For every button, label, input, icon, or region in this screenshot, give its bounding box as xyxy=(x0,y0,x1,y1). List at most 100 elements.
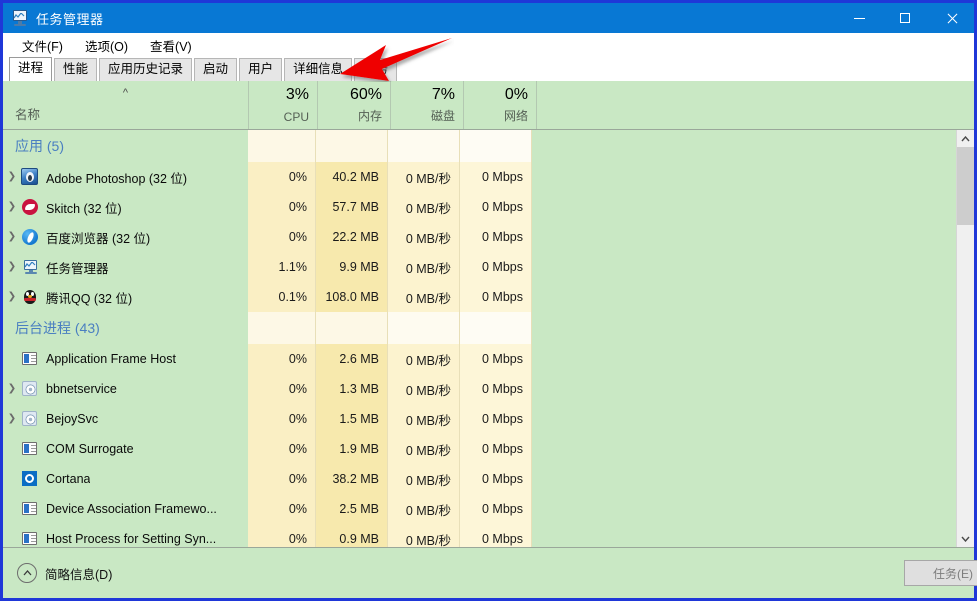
window-controls xyxy=(836,3,974,33)
tab-services[interactable]: 服务 xyxy=(354,58,398,81)
maximize-button[interactable] xyxy=(882,3,928,33)
process-name-cell: Host Process for Setting Syn... xyxy=(3,524,248,547)
column-header-disk[interactable]: 7% 磁盘 xyxy=(391,81,464,129)
process-name-label: Adobe Photoshop (32 位) xyxy=(46,171,188,186)
process-row[interactable]: Host Process for Setting Syn... 0% 0.9 MB 0… xyxy=(3,524,956,547)
group-header-row[interactable]: 后台进程 (43) xyxy=(3,312,956,344)
process-disk-cell: 0 MB/秒 xyxy=(388,494,460,524)
column-header-cpu[interactable]: 3% CPU xyxy=(249,81,318,129)
column-label-memory: 内存 xyxy=(357,109,382,123)
column-header-network[interactable]: 0% 网络 xyxy=(464,81,537,129)
process-filler-cell xyxy=(532,374,956,404)
group-label: 应用 (5) xyxy=(15,138,64,154)
column-label-name: 名称 xyxy=(15,108,41,122)
process-row[interactable]: ❯ Skitch (32 位) 0% 57.7 MB 0 MB/秒 0 Mbps xyxy=(3,192,956,222)
process-cpu-cell: 0% xyxy=(248,524,316,547)
process-row[interactable]: Cortana 0% 38.2 MB 0 MB/秒 0 Mbps xyxy=(3,464,956,494)
process-disk-cell: 0 MB/秒 xyxy=(388,222,460,252)
scrollbar-track[interactable] xyxy=(957,147,974,530)
process-memory-cell: 2.5 MB xyxy=(316,494,388,524)
process-memory-cell: 22.2 MB xyxy=(316,222,388,252)
process-name-label: Skitch (32 位) xyxy=(46,201,122,216)
fewer-details-button[interactable]: 简略信息(D) xyxy=(17,563,112,583)
process-network-cell: 0 Mbps xyxy=(460,374,532,404)
expand-chevron-icon[interactable]: ❯ xyxy=(7,201,17,212)
process-memory-cell: 9.9 MB xyxy=(316,252,388,282)
process-network-cell: 0 Mbps xyxy=(460,192,532,222)
process-row[interactable]: Application Frame Host 0% 2.6 MB 0 MB/秒 0 Mb… xyxy=(3,344,956,374)
group-name-cell: 应用 (5) xyxy=(3,130,248,162)
expand-chevron-icon[interactable]: ❯ xyxy=(7,171,17,182)
process-name-cell: ❯ bbnetservice xyxy=(3,374,248,404)
process-row[interactable]: ❯ BejoySvc 0% 1.5 MB 0 MB/秒 0 Mbps xyxy=(3,404,956,434)
tab-app-history[interactable]: 应用历史记录 xyxy=(99,58,193,81)
expand-chevron-icon[interactable]: ❯ xyxy=(7,291,17,302)
process-cpu-cell: 0% xyxy=(248,162,316,192)
process-filler-cell xyxy=(532,252,956,282)
end-task-label: 任务(E) xyxy=(933,566,973,581)
process-row[interactable]: ❯ bbnetservice 0% 1.3 MB 0 MB/秒 0 Mbps xyxy=(3,374,956,404)
expand-chevron-icon[interactable]: ❯ xyxy=(7,261,17,272)
column-header-name[interactable]: ^ 名称 xyxy=(3,81,249,129)
menu-view[interactable]: 查看(V) xyxy=(150,39,192,54)
service-gear-icon xyxy=(21,380,39,398)
process-cpu-cell: 0% xyxy=(248,434,316,464)
task-manager-icon xyxy=(21,258,39,276)
process-name-label: 任务管理器 xyxy=(46,261,109,276)
process-filler-cell xyxy=(532,344,956,374)
process-row[interactable]: ❯ Adobe Photoshop (32 位) 0% 40.2 MB 0 MB/秒 0 … xyxy=(3,162,956,192)
tab-processes[interactable]: 进程 xyxy=(9,57,53,81)
menu-file[interactable]: 文件(F) xyxy=(22,39,63,54)
skitch-icon xyxy=(21,198,39,216)
process-cpu-cell: 0% xyxy=(248,344,316,374)
column-header-filler xyxy=(537,81,974,129)
process-row[interactable]: Device Association Framewo... 0% 2.5 MB 0 M… xyxy=(3,494,956,524)
process-name-label: 百度浏览器 (32 位) xyxy=(46,231,151,246)
tab-startup[interactable]: 启动 xyxy=(194,58,238,81)
baidu-browser-icon xyxy=(21,228,39,246)
process-memory-cell: 40.2 MB xyxy=(316,162,388,192)
process-network-cell: 0 Mbps xyxy=(460,282,532,312)
vertical-scrollbar[interactable] xyxy=(956,130,974,547)
process-disk-cell: 0 MB/秒 xyxy=(388,162,460,192)
process-name-label: COM Surrogate xyxy=(46,442,134,456)
menu-options[interactable]: 选项(O) xyxy=(84,39,129,54)
scroll-up-button[interactable] xyxy=(957,130,974,147)
close-button[interactable] xyxy=(928,3,974,33)
generic-app-icon xyxy=(21,500,39,518)
process-name-label: Cortana xyxy=(46,472,91,486)
group-filler-cell xyxy=(532,130,956,162)
minimize-button[interactable] xyxy=(836,3,882,33)
disk-total-value: 7% xyxy=(431,86,455,103)
process-memory-cell: 1.5 MB xyxy=(316,404,388,434)
tab-users[interactable]: 用户 xyxy=(239,58,283,81)
tab-details[interactable]: 详细信息 xyxy=(284,58,353,81)
group-header-row[interactable]: 应用 (5) xyxy=(3,130,956,162)
process-memory-cell: 1.3 MB xyxy=(316,374,388,404)
process-name-label: bbnetservice xyxy=(46,382,117,396)
process-row[interactable]: ❯ 任务管理器 1.1% 9.9 MB 0 MB/秒 0 Mbps xyxy=(3,252,956,282)
process-row[interactable]: ❯ 百度浏览器 (32 位) 0% 22.2 MB 0 MB/秒 0 Mbps xyxy=(3,222,956,252)
process-cpu-cell: 0% xyxy=(248,192,316,222)
expand-chevron-icon[interactable]: ❯ xyxy=(7,231,17,242)
process-list-area: 应用 (5) ❯ Adobe Photoshop (32 位) 0% 40.2 MB 0 … xyxy=(3,130,974,547)
memory-total-value: 60% xyxy=(349,86,382,103)
expand-chevron-icon[interactable]: ❯ xyxy=(7,383,17,394)
process-name-cell: COM Surrogate xyxy=(3,434,248,464)
column-header-memory[interactable]: 60% 内存 xyxy=(318,81,391,129)
process-row[interactable]: COM Surrogate 0% 1.9 MB 0 MB/秒 0 Mbps xyxy=(3,434,956,464)
process-name-cell: ❯ 百度浏览器 (32 位) xyxy=(3,222,248,252)
process-memory-cell: 57.7 MB xyxy=(316,192,388,222)
process-disk-cell: 0 MB/秒 xyxy=(388,404,460,434)
process-network-cell: 0 Mbps xyxy=(460,252,532,282)
tab-performance[interactable]: 性能 xyxy=(54,58,98,81)
end-task-button[interactable]: 任务(E) xyxy=(904,560,977,586)
expand-chevron-icon[interactable]: ❯ xyxy=(7,413,17,424)
window-title: 任务管理器 xyxy=(36,11,104,27)
scrollbar-thumb[interactable] xyxy=(957,147,974,225)
fewer-details-label: 简略信息(D) xyxy=(45,567,113,582)
scroll-down-button[interactable] xyxy=(957,530,974,547)
process-disk-cell: 0 MB/秒 xyxy=(388,374,460,404)
process-cpu-cell: 0% xyxy=(248,404,316,434)
process-row[interactable]: ❯ 腾讯QQ (32 位) 0.1% 108.0 MB 0 MB/秒 0 Mbps xyxy=(3,282,956,312)
